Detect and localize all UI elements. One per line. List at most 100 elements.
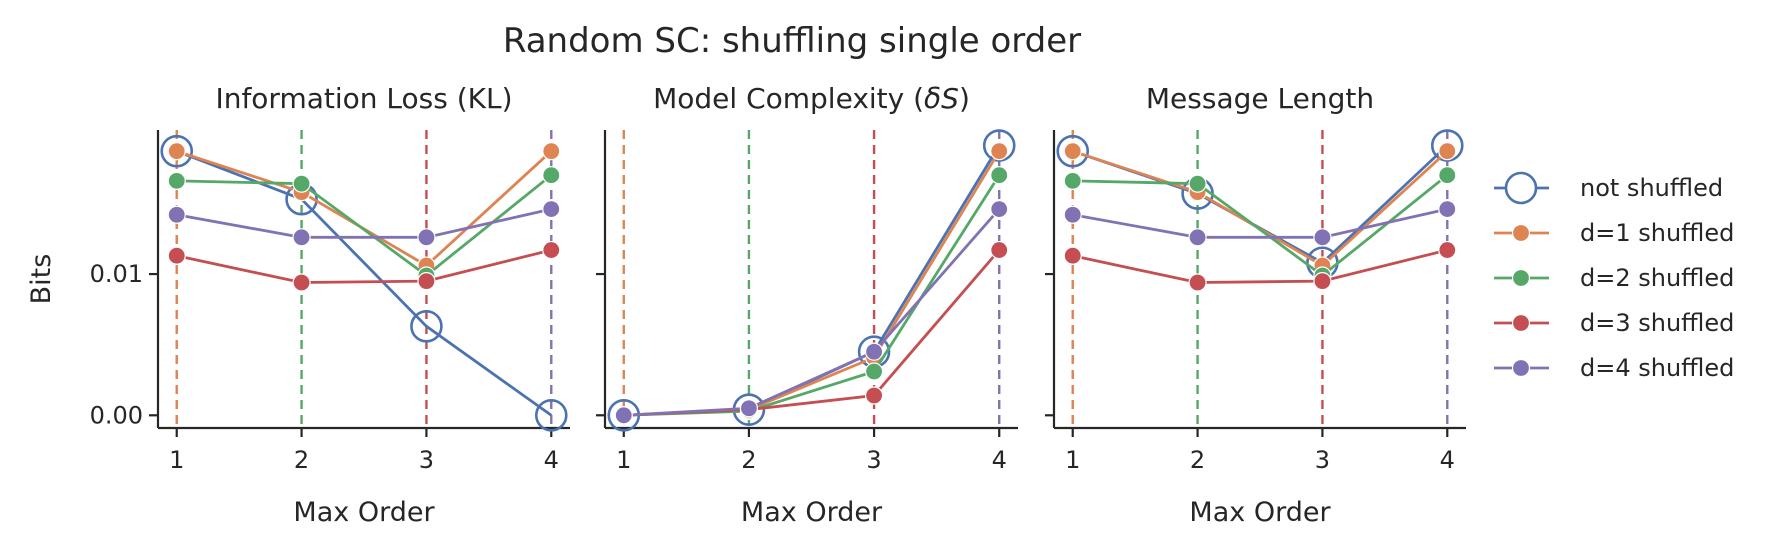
legend-entry: d=3 shuffled [1494,309,1734,337]
legend: not shuffled d=1 shuffled d=2 shuffled d=3 … [1494,171,1734,382]
data-point [292,273,311,292]
series-line [1072,174,1449,278]
legend-marker [1511,268,1531,288]
series-d-4-shuffled [167,199,561,247]
data-point [1313,272,1332,291]
data-point [990,199,1009,219]
data-point [1063,142,1082,161]
chart-panel-1: Information Loss (KL) 0.00 0.01 1 2 3 4 Max Ord… [26,82,570,528]
series-line [176,248,552,284]
y-tick-label: 0.00 [90,401,143,429]
series-d-2-shuffled [167,166,561,285]
legend-label: d=4 shuffled [1580,354,1734,382]
x-tick-label: 3 [419,446,434,474]
legend-label: not shuffled [1580,174,1723,202]
data-point [167,205,186,224]
data-point [614,406,633,425]
data-point [542,166,561,185]
x-tick-label: 2 [1190,446,1205,474]
data-point [292,228,311,247]
data-point [410,310,443,343]
x-tick-label: 2 [741,446,756,474]
series-line [623,144,1001,417]
x-tick-label: 1 [1065,446,1080,474]
data-point [542,199,561,219]
data-point [167,246,186,265]
legend-entry: d=4 shuffled [1494,354,1734,382]
x-axis-label: Max Order [1189,497,1331,528]
data-point [167,171,186,190]
panel-title: Message Length [1146,82,1374,115]
series-d-4-shuffled [614,199,1009,425]
x-tick-label: 4 [544,446,559,474]
legend-marker [1511,358,1531,378]
x-tick-label: 3 [866,446,881,474]
data-point [1313,228,1332,247]
panel-title: Information Loss (KL) [215,82,512,115]
x-tick-label: 2 [294,446,309,474]
series-line [623,208,1001,417]
data-point [1430,129,1464,162]
data-point [417,272,436,291]
data-point [534,398,568,432]
data-point [1188,273,1207,292]
data-point [864,386,884,405]
data-point [864,362,884,381]
series-line [176,174,553,278]
series-d-4-shuffled [1063,199,1457,247]
data-point [1438,166,1457,185]
data-point [990,166,1009,185]
chart-panel-3: Message Length 1 2 3 4 Max Order [1045,82,1466,528]
legend-entry: d=2 shuffled [1494,264,1734,292]
data-point [160,134,194,168]
x-axis-label: Max Order [293,497,435,528]
panel-title: Model Complexity (δS) [653,82,970,115]
chart-panel-2: Model Complexity (δS) 1 2 3 4 Max Order [596,82,1018,528]
data-point [982,129,1016,162]
data-point [1188,228,1207,247]
data-point [417,228,436,247]
legend-entry: not shuffled [1494,171,1723,205]
series-d-3-shuffled [1063,240,1457,292]
legend-label: d=2 shuffled [1580,264,1734,292]
series-d-1-shuffled [167,142,561,275]
legend-marker [1511,223,1531,243]
data-point [292,174,311,193]
legend-label: d=1 shuffled [1580,219,1734,247]
data-point [990,142,1009,161]
y-tick-label: 0.01 [90,260,143,288]
series-not-shuffled [160,134,568,432]
series-line [176,207,552,239]
series-d-1-shuffled [1063,142,1457,275]
data-point [1438,142,1457,161]
series-line [176,149,553,268]
data-point [1063,205,1082,224]
series-d-3-shuffled [614,240,1009,425]
series-line [1072,207,1448,239]
x-tick-label: 4 [992,446,1007,474]
data-point [542,240,561,260]
data-point [864,342,884,361]
data-point [739,399,759,418]
x-tick-label: 1 [169,446,184,474]
legend-marker [1511,313,1531,333]
legend-marker [1504,171,1538,205]
series-d-3-shuffled [167,240,561,292]
data-point [990,240,1009,260]
panels: Information Loss (KL) 0.00 0.01 1 2 3 4 Max Ord… [26,82,1466,528]
series-d-2-shuffled [614,166,1009,425]
data-point [1063,246,1082,265]
data-point [1438,199,1457,219]
series-line [623,150,1001,417]
series-line [176,149,553,417]
x-tick-label: 1 [616,446,631,474]
x-tick-label: 4 [1440,446,1455,474]
legend-entry: d=1 shuffled [1494,219,1734,247]
data-point [1188,174,1207,193]
x-tick-label: 3 [1315,446,1330,474]
y-axis-label: Bits [26,254,57,305]
series-line [1072,248,1448,284]
series-line [1072,149,1449,268]
data-point [1438,240,1457,260]
